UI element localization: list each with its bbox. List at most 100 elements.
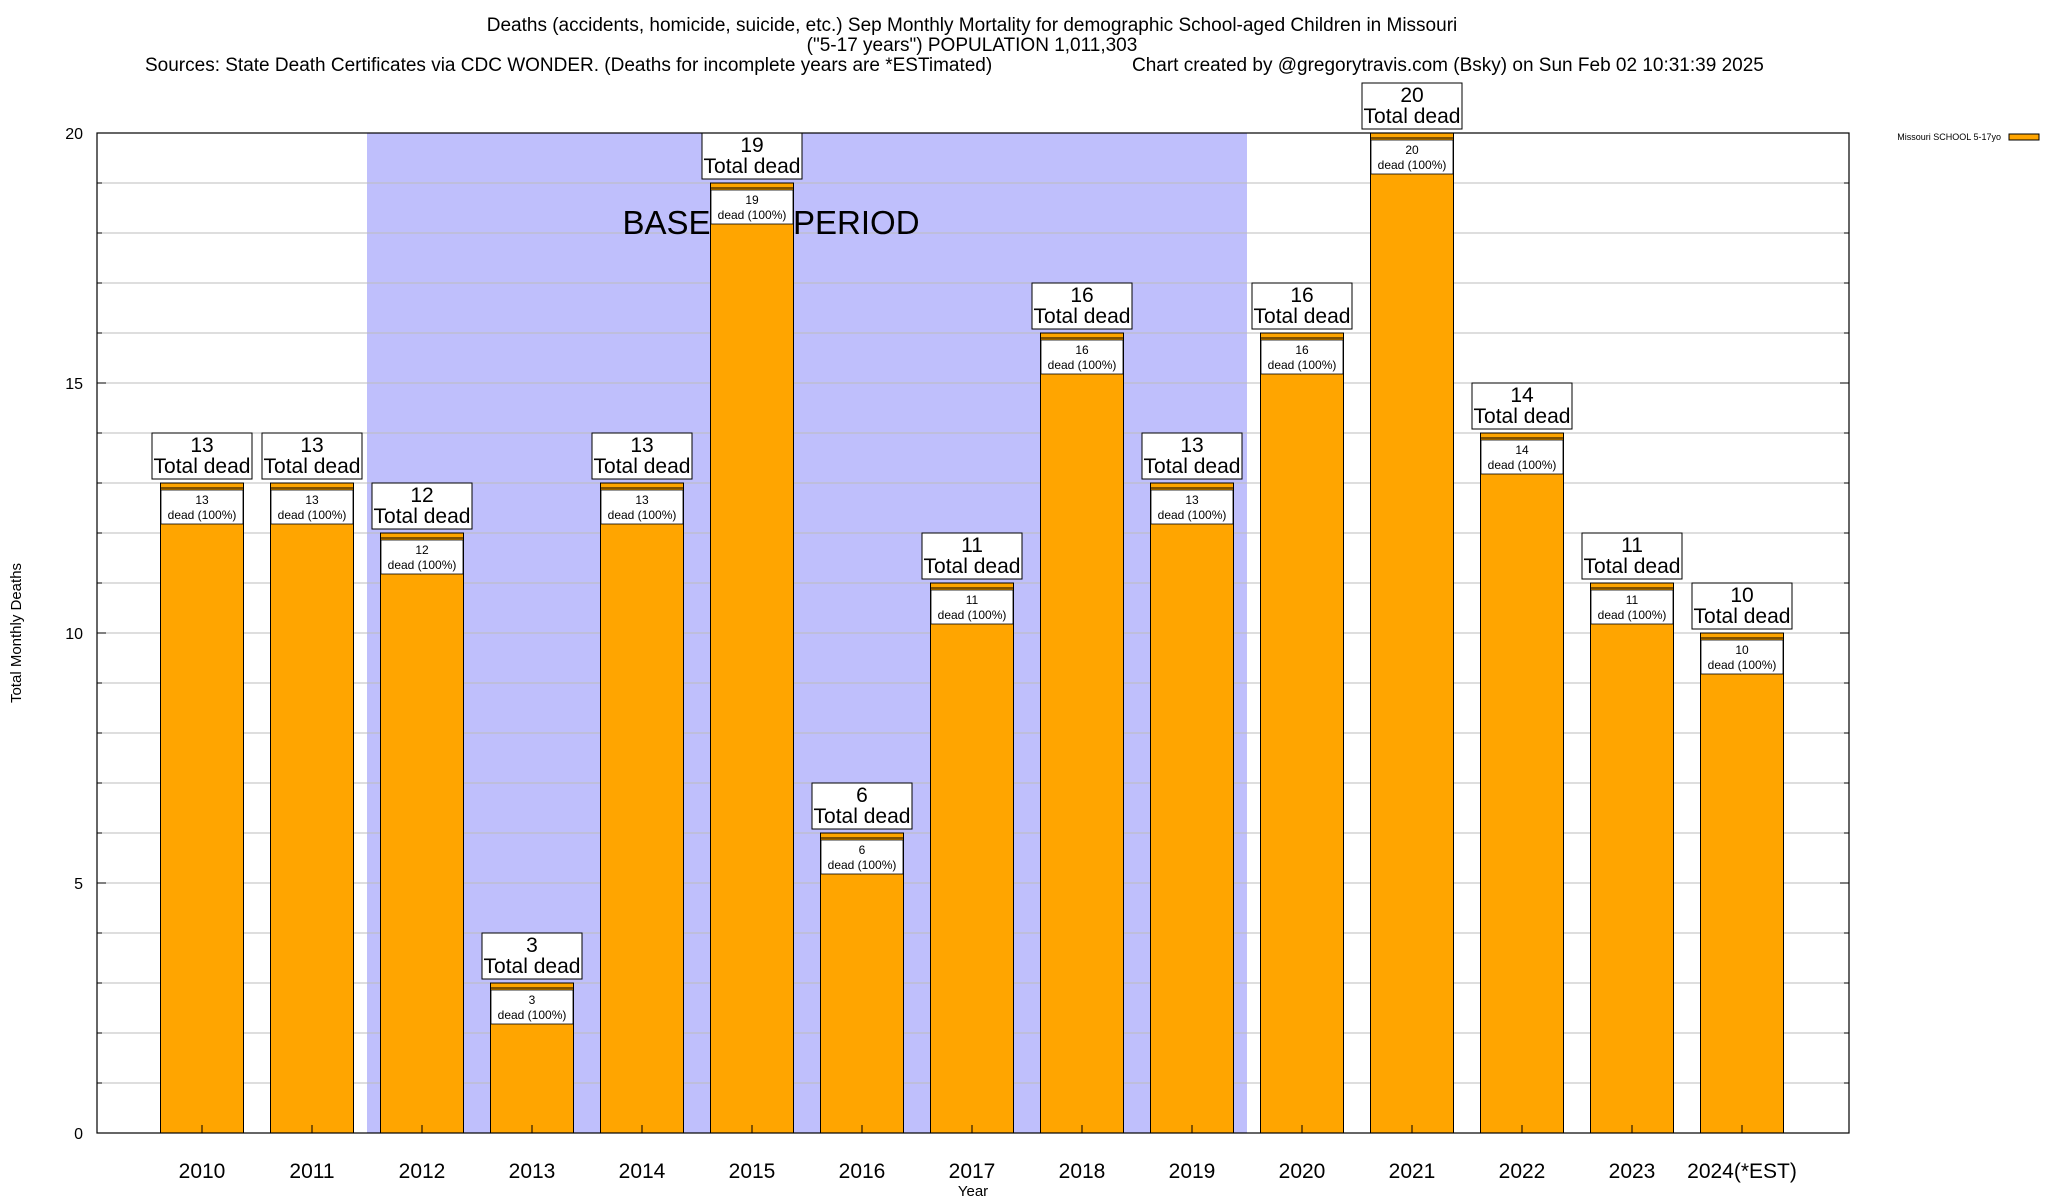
segment-percent-label: dead (100%) (498, 1008, 567, 1022)
segment-value-label: 12 (415, 543, 429, 557)
bar-2014 (600, 482, 684, 1134)
total-value-label: 16 (1290, 284, 1313, 307)
segment-value-label: 13 (1185, 493, 1199, 507)
total-label-box (371, 482, 473, 530)
x-tick-label: 2012 (399, 1160, 446, 1183)
total-label-box (591, 432, 693, 480)
total-value-label: 19 (740, 134, 763, 157)
total-value-label: 11 (1621, 534, 1643, 557)
total-value-label: 10 (1730, 584, 1753, 607)
total-label-box (261, 432, 363, 480)
x-tick-label: 2015 (729, 1160, 776, 1183)
bar-2010 (160, 482, 244, 1134)
segment-label-box (710, 189, 794, 225)
segment-percent-label: dead (100%) (1158, 508, 1227, 522)
bar-2024(*EST) (1700, 632, 1784, 1134)
title-line-3-sources: Sources: State Death Certificates via CD… (145, 55, 992, 76)
total-value-label: 13 (300, 434, 323, 457)
total-label-box (1691, 582, 1793, 630)
bar-2018 (1040, 332, 1124, 1134)
total-caption-label: Total dead (1254, 305, 1351, 328)
segment-percent-label: dead (100%) (1268, 358, 1337, 372)
segment-percent-label: dead (100%) (388, 558, 457, 572)
segment-value-label: 13 (305, 493, 319, 507)
segment-value-label: 16 (1295, 343, 1309, 357)
x-tick-label: 2010 (179, 1160, 226, 1183)
segment-percent-label: dead (100%) (1488, 458, 1557, 472)
segment-label-box (1370, 139, 1454, 175)
y-tick-label: 0 (74, 1126, 83, 1143)
total-label-box (151, 432, 253, 480)
segment-value-label: 13 (635, 493, 649, 507)
x-tick-label: 2021 (1389, 1160, 1436, 1183)
x-tick-label: 2018 (1059, 1160, 1106, 1183)
bar-2015 (710, 182, 794, 1134)
segment-label-box (1700, 639, 1784, 675)
legend-swatch (2008, 133, 2040, 141)
bar-2016 (820, 832, 904, 1134)
segment-label-box (1150, 489, 1234, 525)
segment-label-box (600, 489, 684, 525)
legend-label: Missouri SCHOOL 5-17yo (1897, 132, 2001, 142)
y-tick-label: 20 (65, 126, 83, 143)
segment-percent-label: dead (100%) (1708, 658, 1777, 672)
segment-value-label: 10 (1735, 643, 1749, 657)
bar-2019 (1150, 482, 1234, 1134)
total-value-label: 16 (1070, 284, 1093, 307)
segment-percent-label: dead (100%) (168, 508, 237, 522)
x-tick-label: 2016 (839, 1160, 886, 1183)
segment-percent-label: dead (100%) (1378, 158, 1447, 172)
segment-percent-label: dead (100%) (718, 208, 787, 222)
segment-percent-label: dead (100%) (1048, 358, 1117, 372)
bar-2022 (1480, 432, 1564, 1134)
total-caption-label: Total dead (814, 805, 911, 828)
total-label-box (1141, 432, 1243, 480)
segment-value-label: 11 (1626, 593, 1639, 607)
total-label-box (1361, 82, 1463, 130)
x-axis-title: Year (958, 1183, 988, 1200)
segment-label-box (490, 989, 574, 1025)
total-value-label: 13 (1180, 434, 1203, 457)
x-tick-label: 2020 (1279, 1160, 1326, 1183)
y-tick-label: 5 (74, 876, 83, 893)
total-label-box (1581, 532, 1683, 580)
y-tick-label: 10 (65, 626, 83, 643)
total-label-box (921, 532, 1023, 580)
total-value-label: 13 (630, 434, 653, 457)
segment-percent-label: dead (100%) (1598, 608, 1667, 622)
bar-2021 (1370, 132, 1454, 1134)
segment-value-label: 6 (859, 843, 866, 857)
y-axis-title: Total Monthly Deaths (8, 563, 25, 703)
y-tick-label: 15 (65, 376, 83, 393)
segment-percent-label: dead (100%) (608, 508, 677, 522)
total-value-label: 6 (856, 784, 868, 807)
total-label-box (481, 932, 583, 980)
total-caption-label: Total dead (484, 955, 581, 978)
segment-label-box (930, 589, 1014, 625)
total-label-box (811, 782, 913, 830)
total-value-label: 12 (410, 484, 433, 507)
x-tick-label: 2022 (1499, 1160, 1546, 1183)
segment-label-box (1590, 589, 1674, 625)
segment-label-box (270, 489, 354, 525)
x-tick-label: 2023 (1609, 1160, 1656, 1183)
bar-2011 (270, 482, 354, 1134)
segment-value-label: 19 (745, 193, 759, 207)
bars (160, 132, 1784, 1134)
segment-value-label: 13 (195, 493, 209, 507)
total-value-label: 3 (526, 934, 538, 957)
total-label-box (1471, 382, 1573, 430)
total-caption-label: Total dead (704, 155, 801, 178)
segment-value-label: 16 (1075, 343, 1089, 357)
title-line-1: Deaths (accidents, homicide, suicide, et… (487, 15, 1458, 36)
total-caption-label: Total dead (154, 455, 251, 478)
segment-label-box (1040, 339, 1124, 375)
total-caption-label: Total dead (1474, 405, 1571, 428)
total-label-box (1031, 282, 1133, 330)
chart-title: Deaths (accidents, homicide, suicide, et… (145, 15, 1764, 76)
segment-value-label: 14 (1515, 443, 1529, 457)
total-caption-label: Total dead (1034, 305, 1131, 328)
